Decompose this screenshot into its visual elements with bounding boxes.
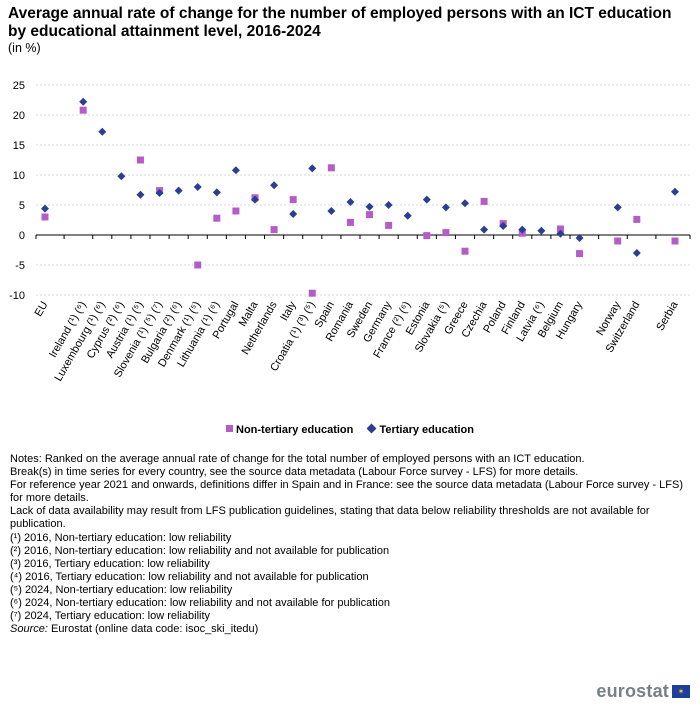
footnote-6: (⁶) 2024, Non-tertiary education: low re… [10,597,390,610]
tertiary-point [403,211,412,220]
footnote-7: (⁷) 2024, Tertiary education: low reliab… [10,610,211,623]
chart-title: Average annual rate of change for the nu… [8,5,672,40]
non-tertiary-point [327,164,335,172]
y-axis-ticks: -10 -5 0 5 10 15 20 25 [9,80,25,302]
source-line: Source: Eurostat (online data code: isoc… [10,623,690,636]
legend-item-non-tertiary: Non-tertiary education [226,424,353,436]
tertiary-point [136,190,145,199]
tertiary-point [422,195,431,204]
tertiary-point [193,183,202,191]
note-line: Lack of data availability may result fro… [10,505,650,531]
y-tick-label: 15 [13,140,25,152]
tertiary-point [79,97,88,106]
y-tick-label: 25 [13,80,25,92]
tertiary-point [671,187,679,196]
non-tertiary-point [346,218,354,226]
footnote-1: (¹) 2016, Non-tertiary education: low re… [10,531,232,544]
tertiary-point [499,222,508,230]
non-tertiary-point [289,196,297,204]
tertiary-point [270,181,279,190]
eurostat-logo: eurostat ✶ [596,681,690,702]
tertiary-point [327,207,336,215]
note-line: Break(s) in time series for every countr… [10,466,579,479]
non-tertiary-point [614,237,622,245]
y-tick-label: 10 [13,170,25,182]
footnote-5: (⁵) 2024, Non-tertiary education: low re… [10,583,233,596]
source-label: Source: [10,623,48,636]
non-tertiary-point [556,225,564,233]
chart-unit: (in %) [8,41,41,55]
tertiary-point [441,203,450,212]
tertiary-point [251,195,259,204]
x-tick-label: EU [33,299,51,318]
logo-text: eurostat [596,681,669,701]
tertiary-point [98,127,107,136]
tertiary-point [537,226,546,235]
note-line: For reference year 2021 and onwards, def… [10,479,683,505]
y-tick-label: 20 [13,110,25,122]
grid-lines [36,84,690,296]
non-tertiary-point [480,197,488,205]
tertiary-point [384,201,393,209]
non-tertiary-point [385,221,393,229]
non-tertiary-point [213,214,221,222]
tertiary-point [212,188,221,197]
non-tertiary-point [442,229,450,237]
legend-label-tertiary: Tertiary education [379,424,474,436]
non-tertiary-point [232,207,240,215]
tertiary-point [289,210,298,218]
non-tertiary-point [270,226,278,234]
non-tertiary-point [633,215,641,223]
footnote-3: (³) 2016, Tertiary education: low reliab… [10,557,210,570]
square-marker-icon [226,425,234,432]
source-text: Eurostat (online data code: isoc_ski_ite… [47,623,259,636]
legend-item-tertiary: Tertiary education [366,423,474,436]
tertiary-point [308,164,317,173]
tertiary-point [480,225,489,234]
non-tertiary-point [79,106,87,114]
tertiary-point [518,225,527,234]
note-line: Notes: Ranked on the average annual rate… [10,453,585,465]
tertiary-point [41,204,49,213]
non-tertiary-point [194,261,202,269]
notes: Notes: Ranked on the average annual rate… [10,453,690,636]
tertiary-point [174,186,183,195]
eu-flag-icon: ✶ [672,685,690,698]
non-tertiary-point [423,232,431,240]
tertiary-point [556,229,565,238]
non-tertiary-point [576,250,584,258]
non-tertiary-point [671,237,679,245]
data-marks [41,97,679,297]
x-tick-label: Serbia [654,299,681,333]
non-tertiary-point [461,247,469,255]
tertiary-point [117,172,126,181]
y-tick-label: 0 [19,230,25,242]
tertiary-point [346,198,355,206]
non-tertiary-point [366,211,374,219]
footnote-2: (²) 2016, Non-tertiary education: low re… [10,544,390,557]
tertiary-point [632,249,641,257]
legend-label-non-tertiary: Non-tertiary education [236,424,354,436]
y-tick-label: -10 [9,290,25,302]
non-tertiary-point [308,289,316,297]
non-tertiary-point [136,156,144,164]
y-tick-label: 5 [19,200,25,212]
legend: Non-tertiary education Tertiary educatio… [0,423,700,436]
x-axis [35,234,691,239]
tertiary-point [231,166,240,175]
tertiary-point [155,189,164,197]
tertiary-point [613,203,622,212]
footnote-4: (⁴) 2016, Tertiary education: low reliab… [10,570,369,583]
tertiary-point [365,202,374,211]
y-tick-label: -5 [15,260,25,272]
diamond-marker-icon [366,423,377,434]
non-tertiary-point [41,213,49,221]
tertiary-point [575,234,584,242]
tertiary-point [461,199,469,208]
